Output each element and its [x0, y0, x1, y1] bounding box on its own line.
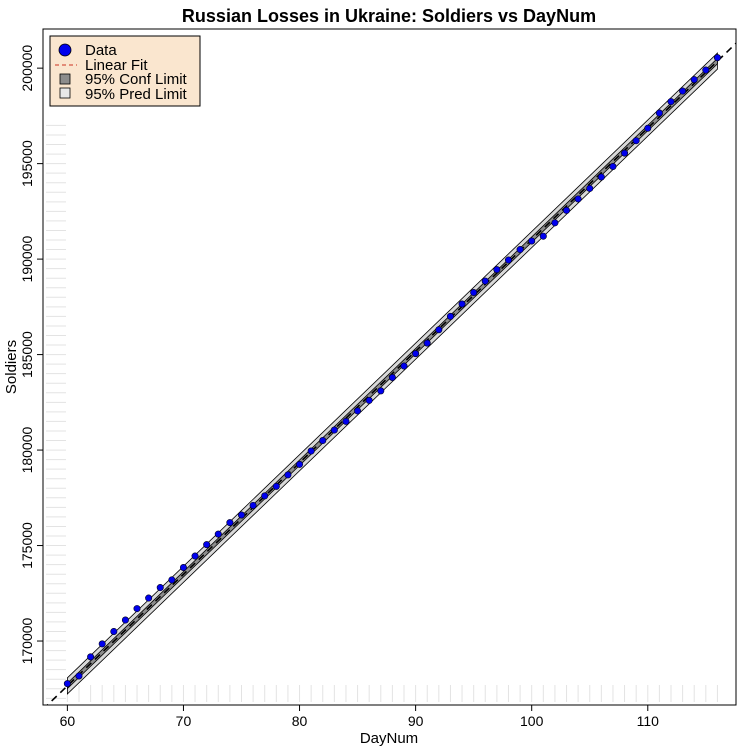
y-tick-label: 170000	[19, 617, 35, 664]
data-point	[365, 396, 373, 404]
data-point	[75, 672, 83, 680]
legend: Data Linear Fit 95% Conf Limit 95% Pred …	[49, 35, 201, 107]
x-tick-label: 60	[60, 713, 76, 729]
data-point	[156, 584, 164, 592]
data-point	[539, 232, 547, 240]
data-point	[400, 362, 408, 370]
data-point	[121, 616, 129, 624]
x-tick-label: 100	[520, 713, 544, 729]
data-point	[377, 387, 385, 395]
y-tick-label: 195000	[19, 140, 35, 187]
data-point	[412, 350, 420, 358]
data-point	[110, 627, 118, 635]
data-point	[621, 149, 629, 157]
data-point	[296, 460, 304, 468]
data-point	[609, 162, 617, 170]
data-point	[458, 300, 466, 308]
y-tick-label: 175000	[19, 522, 35, 569]
data-point	[713, 54, 721, 62]
data-point	[284, 471, 292, 479]
data-point	[563, 206, 571, 214]
data-point	[354, 407, 362, 415]
x-tick-label: 70	[176, 713, 192, 729]
data-point	[98, 640, 106, 648]
data-points	[63, 54, 721, 688]
data-point	[145, 594, 153, 602]
data-point	[435, 326, 443, 334]
legend-point-symbol	[58, 43, 72, 57]
y-axis-label: Soldiers	[3, 340, 20, 394]
y-tick-label: 180000	[19, 426, 35, 473]
data-point	[307, 447, 315, 455]
x-tick-label: 90	[408, 713, 424, 729]
data-point	[226, 519, 234, 527]
legend-box	[49, 35, 201, 107]
data-point	[191, 552, 199, 560]
x-tick-label: 110	[637, 713, 660, 729]
data-point	[667, 98, 675, 106]
data-point	[388, 374, 396, 382]
data-point	[632, 137, 640, 145]
y-axis: 170000 175000 180000 185000 190000 195000 2000…	[19, 45, 43, 664]
data-point	[87, 653, 95, 661]
data-point	[214, 530, 222, 538]
data-point	[644, 124, 652, 132]
plot-frame	[42, 28, 737, 706]
data-point	[679, 87, 687, 95]
data-point	[597, 173, 605, 181]
data-point	[342, 417, 350, 425]
x-axis: 60 70 80 90 100 110	[60, 705, 660, 729]
data-point	[261, 492, 269, 500]
data-point	[574, 195, 582, 203]
y-tick-label: 200000	[19, 45, 35, 92]
data-point	[470, 289, 478, 297]
data-point	[249, 501, 257, 509]
data-point	[516, 246, 524, 254]
data-point	[272, 482, 280, 490]
minor-tick-marks	[46, 124, 718, 702]
data-point	[551, 219, 559, 227]
chart-title: Russian Losses in Ukraine: Soldiers vs D…	[182, 6, 596, 26]
data-point	[179, 564, 187, 572]
data-point	[528, 237, 536, 245]
x-axis-label: DayNum	[360, 730, 418, 747]
data-point	[319, 437, 327, 445]
data-point	[655, 109, 663, 117]
legend-label-conf: 95% Conf Limit	[85, 71, 188, 88]
data-point	[586, 184, 594, 192]
legend-conf-symbol	[59, 73, 71, 85]
y-tick-label: 185000	[19, 331, 35, 378]
data-point	[702, 66, 710, 74]
data-point	[237, 511, 245, 519]
data-point	[481, 277, 489, 285]
y-tick-label: 190000	[19, 236, 35, 283]
data-point	[133, 605, 141, 613]
plot-area	[46, 42, 736, 705]
data-point	[203, 541, 211, 549]
data-point	[330, 426, 338, 434]
data-point	[423, 339, 431, 347]
legend-label-fit: Linear Fit	[85, 57, 148, 74]
x-tick-label: 80	[292, 713, 308, 729]
legend-pred-symbol	[59, 87, 71, 99]
data-point	[493, 266, 501, 274]
data-point	[63, 680, 71, 688]
legend-label-pred: 95% Pred Limit	[85, 86, 188, 103]
data-point	[168, 576, 176, 584]
data-point	[504, 256, 512, 264]
legend-label-data: Data	[85, 42, 117, 59]
data-point	[690, 76, 698, 84]
data-point	[446, 312, 454, 320]
